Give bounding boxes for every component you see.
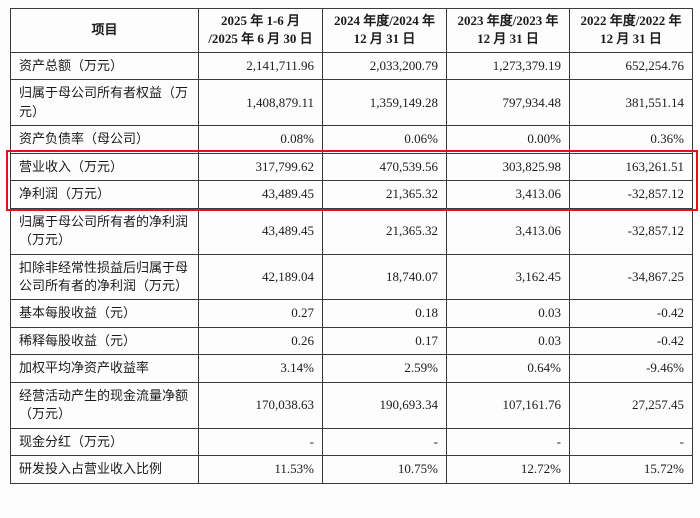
cell-value: 1,408,879.11 <box>198 79 323 127</box>
table-row: 经营活动产生的现金流量净额（万元） 170,038.63 190,693.34 107… <box>10 381 693 429</box>
cell-value: 2.59% <box>322 354 447 383</box>
cell-value: 0.08% <box>198 125 323 154</box>
row-label: 净利润（万元） <box>10 180 199 209</box>
cell-value: -32,857.12 <box>569 180 693 209</box>
cell-value: 652,254.76 <box>569 51 693 81</box>
table-row: 现金分红（万元） - - - - <box>10 427 693 457</box>
cell-value: 3.14% <box>198 354 323 383</box>
cell-value: 3,413.06 <box>446 180 570 209</box>
cell-value: 797,934.48 <box>446 79 570 127</box>
cell-value: - <box>569 427 693 457</box>
cell-value: 0.26 <box>198 326 323 356</box>
table-row: 资产总额（万元） 2,141,711.96 2,033,200.79 1,273,37… <box>10 51 693 81</box>
table-row: 净利润（万元） 43,489.45 21,365.32 3,413.06 -32,857… <box>10 180 693 209</box>
cell-value: 2,033,200.79 <box>322 51 447 81</box>
table-row: 资产负债率（母公司） 0.08% 0.06% 0.00% 0.36% <box>10 125 693 154</box>
cell-value: 0.06% <box>322 125 447 154</box>
cell-value: 190,693.34 <box>322 381 447 429</box>
cell-value: -34,867.25 <box>569 253 693 301</box>
cell-value: 0.17 <box>322 326 447 356</box>
row-label: 现金分红（万元） <box>10 427 199 457</box>
column-header-2: 2024 年度/2024 年 12 月 31 日 <box>322 8 447 53</box>
cell-value: 1,359,149.28 <box>322 79 447 127</box>
cell-value: -0.42 <box>569 299 693 328</box>
cell-value: 0.36% <box>569 125 693 154</box>
cell-value: 0.03 <box>446 326 570 356</box>
row-label: 营业收入（万元） <box>10 152 199 182</box>
table-row: 稀释每股收益（元） 0.26 0.17 0.03 -0.42 <box>10 326 693 356</box>
table-row: 基本每股收益（元） 0.27 0.18 0.03 -0.42 <box>10 299 693 328</box>
column-header-1: 2025 年 1-6 月 /2025 年 6 月 30 日 <box>198 8 323 53</box>
table-body: 资产总额（万元） 2,141,711.96 2,033,200.79 1,273,37… <box>10 51 693 484</box>
cell-value: 0.00% <box>446 125 570 154</box>
financial-summary-table: 项目 2025 年 1-6 月 /2025 年 6 月 30 日 2024 年度/2… <box>10 8 693 484</box>
cell-value: 10.75% <box>322 455 447 484</box>
cell-value: 12.72% <box>446 455 570 484</box>
table-row: 研发投入占营业收入比例 11.53% 10.75% 12.72% 15.72% <box>10 455 693 484</box>
cell-value: 303,825.98 <box>446 152 570 182</box>
cell-value: 21,365.32 <box>322 207 447 255</box>
table-row: 扣除非经常性损益后归属于母公司所有者的净利润（万元） 42,189.04 18,74… <box>10 253 693 301</box>
cell-value: 3,413.06 <box>446 207 570 255</box>
cell-value: 163,261.51 <box>569 152 693 182</box>
column-header-3: 2023 年度/2023 年 12 月 31 日 <box>446 8 570 53</box>
cell-value: 0.27 <box>198 299 323 328</box>
cell-value: 0.03 <box>446 299 570 328</box>
table-row: 营业收入（万元） 317,799.62 470,539.56 303,825.98 16… <box>10 152 693 182</box>
row-label: 加权平均净资产收益率 <box>10 354 199 383</box>
row-label: 扣除非经常性损益后归属于母公司所有者的净利润（万元） <box>10 253 199 301</box>
column-header-0: 项目 <box>10 8 199 53</box>
cell-value: 0.18 <box>322 299 447 328</box>
cell-value: - <box>322 427 447 457</box>
cell-value: 11.53% <box>198 455 323 484</box>
cell-value: 15.72% <box>569 455 693 484</box>
row-label: 稀释每股收益（元） <box>10 326 199 356</box>
row-label: 归属于母公司所有者的净利润（万元） <box>10 207 199 255</box>
cell-value: 170,038.63 <box>198 381 323 429</box>
cell-value: 18,740.07 <box>322 253 447 301</box>
cell-value: 42,189.04 <box>198 253 323 301</box>
row-label: 资产负债率（母公司） <box>10 125 199 154</box>
cell-value: -9.46% <box>569 354 693 383</box>
cell-value: - <box>446 427 570 457</box>
table-row: 归属于母公司所有者的净利润（万元） 43,489.45 21,365.32 3,413… <box>10 207 693 255</box>
table-row: 归属于母公司所有者权益（万元） 1,408,879.11 1,359,149.28 7… <box>10 79 693 127</box>
cell-value: - <box>198 427 323 457</box>
cell-value: -32,857.12 <box>569 207 693 255</box>
table-row: 加权平均净资产收益率 3.14% 2.59% 0.64% -9.46% <box>10 354 693 383</box>
cell-value: 21,365.32 <box>322 180 447 209</box>
column-header-4: 2022 年度/2022 年 12 月 31 日 <box>569 8 693 53</box>
row-label: 基本每股收益（元） <box>10 299 199 328</box>
row-label: 资产总额（万元） <box>10 51 199 81</box>
cell-value: 317,799.62 <box>198 152 323 182</box>
cell-value: 470,539.56 <box>322 152 447 182</box>
row-label: 经营活动产生的现金流量净额（万元） <box>10 381 199 429</box>
cell-value: -0.42 <box>569 326 693 356</box>
cell-value: 2,141,711.96 <box>198 51 323 81</box>
row-label: 研发投入占营业收入比例 <box>10 455 199 484</box>
row-label: 归属于母公司所有者权益（万元） <box>10 79 199 127</box>
cell-value: 43,489.45 <box>198 180 323 209</box>
cell-value: 0.64% <box>446 354 570 383</box>
cell-value: 27,257.45 <box>569 381 693 429</box>
cell-value: 1,273,379.19 <box>446 51 570 81</box>
table-header-row: 项目 2025 年 1-6 月 /2025 年 6 月 30 日 2024 年度/2… <box>10 8 693 53</box>
cell-value: 381,551.14 <box>569 79 693 127</box>
cell-value: 107,161.76 <box>446 381 570 429</box>
cell-value: 3,162.45 <box>446 253 570 301</box>
cell-value: 43,489.45 <box>198 207 323 255</box>
